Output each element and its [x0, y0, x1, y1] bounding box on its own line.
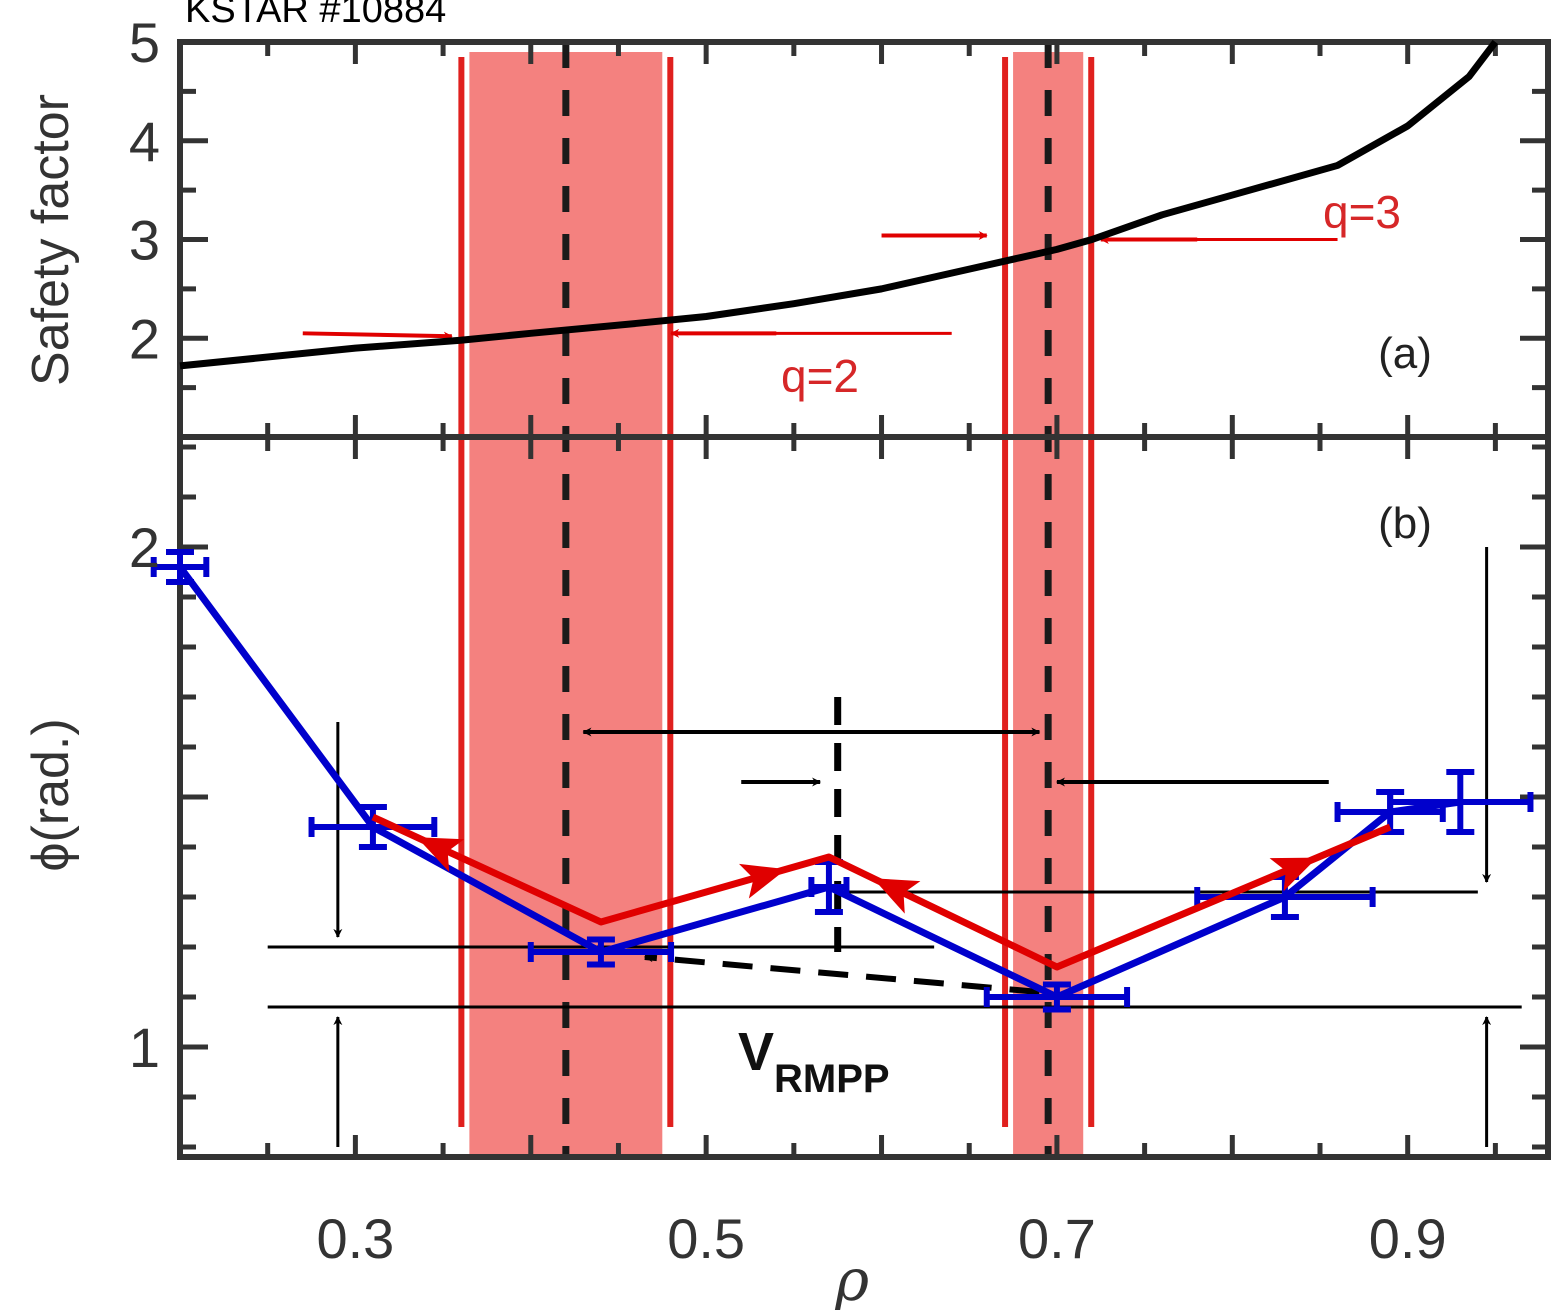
- annotation-arrows: [267, 231, 1522, 1147]
- blue-data-point: [983, 981, 1131, 1013]
- panel-a-data: [179, 39, 1499, 370]
- y-axis-label-b: ϕ(rad.): [22, 718, 80, 871]
- panel-label-a: (a): [1378, 329, 1432, 378]
- red-arrowhead: [1269, 857, 1318, 892]
- series-blue-line: [177, 564, 1461, 1001]
- red-arrowhead: [416, 837, 465, 872]
- panel-a-frame: [177, 39, 1551, 440]
- axis-ticks: [177, 39, 1548, 1157]
- q2-arrow-left: [302, 331, 453, 341]
- blue-data-point: [527, 936, 675, 968]
- series-red-line: [371, 813, 1392, 971]
- vrmpp-label: VRMPP: [738, 1022, 890, 1101]
- panel-label-b: (b): [1378, 499, 1432, 548]
- x-tick-label: 0.7: [1018, 1207, 1096, 1270]
- red-arrowhead: [738, 863, 787, 899]
- header-label: KSTAR #10884: [185, 0, 446, 31]
- shaded-band-0: [469, 52, 663, 1155]
- y-tick-label-b: 1: [129, 1016, 160, 1079]
- y-tick-label-a: 4: [129, 110, 160, 173]
- blue-data-point: [1387, 769, 1534, 835]
- vrmpp-main: V: [738, 1022, 774, 1082]
- red-arrowhead: [872, 878, 921, 914]
- axis-labels: KSTAR #10884 Safety factor ϕ(rad.) ρ (a)…: [22, 0, 1432, 1310]
- blue-data-point: [808, 859, 850, 915]
- y-tick-label-a: 2: [129, 307, 160, 370]
- x-axis-label: ρ: [834, 1246, 869, 1310]
- x-tick-label: 0.9: [1369, 1207, 1447, 1270]
- panel-b-data: [150, 549, 1534, 1013]
- q2-label: q=2: [781, 350, 859, 402]
- vrmpp-subscript: RMPP: [774, 1057, 890, 1101]
- blue-data-point: [308, 804, 438, 850]
- q3-label: q=3: [1323, 186, 1401, 238]
- y-tick-label-b: 2: [129, 516, 160, 579]
- y-tick-label-a: 3: [129, 209, 160, 272]
- vrmpp-arrow: [643, 953, 1040, 995]
- tick-labels: 0.3 0.5 0.7 0.9 2 3 4 5 1 2: [129, 11, 1447, 1270]
- shaded-bands: [458, 42, 1095, 1157]
- x-tick-label: 0.3: [316, 1207, 394, 1270]
- panel-b-frame: [177, 434, 1551, 1160]
- y-axis-label-a: Safety factor: [22, 94, 80, 386]
- q-profile-line: [179, 39, 1499, 370]
- blue-data-point: [150, 549, 210, 585]
- y-tick-label-a: 5: [129, 11, 160, 74]
- x-tick-label: 0.5: [667, 1207, 745, 1270]
